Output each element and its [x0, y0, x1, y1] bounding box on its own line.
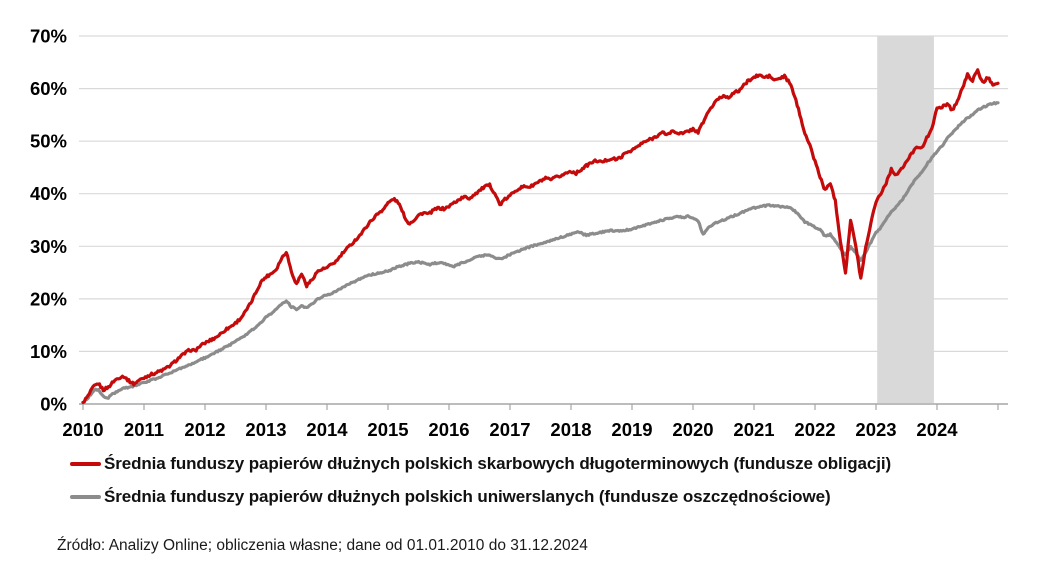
- svg-text:2010: 2010: [62, 419, 103, 440]
- legend: Średnia funduszy papierów dłużnych polsk…: [70, 454, 891, 507]
- svg-text:50%: 50%: [30, 131, 67, 152]
- svg-text:60%: 60%: [30, 78, 67, 99]
- svg-text:2023: 2023: [855, 419, 896, 440]
- y-axis-labels: 0% 10% 20% 30% 40% 50% 60% 70%: [30, 26, 67, 415]
- svg-text:2017: 2017: [489, 419, 530, 440]
- legend-label-universal-funds: Średnia funduszy papierów dłużnych polsk…: [104, 487, 831, 506]
- svg-text:70%: 70%: [30, 26, 67, 47]
- svg-text:2022: 2022: [794, 419, 835, 440]
- svg-text:2015: 2015: [367, 419, 408, 440]
- source-note: Źródło: Analizy Online; obliczenia własn…: [57, 537, 588, 554]
- gray-line-swatch-icon: [70, 495, 101, 499]
- legend-label-bond-funds: Średnia funduszy papierów dłużnych polsk…: [104, 454, 892, 473]
- plot-area: 0%10%20%30%40%50%60%70%2010 2011 2012 2013 2…: [30, 26, 1008, 440]
- legend-item-universal-funds: Średnia funduszy papierów dłużnych polsk…: [70, 487, 891, 507]
- svg-text:2021: 2021: [733, 419, 774, 440]
- svg-text:2013: 2013: [245, 419, 286, 440]
- svg-text:2014: 2014: [306, 419, 348, 440]
- svg-text:2020: 2020: [672, 419, 713, 440]
- svg-text:40%: 40%: [30, 183, 67, 204]
- svg-text:20%: 20%: [30, 288, 67, 309]
- series-line-bond-funds: [81, 68, 1000, 404]
- svg-text:2019: 2019: [611, 419, 652, 440]
- legend-item-bond-funds: Średnia funduszy papierów dłużnych polsk…: [70, 454, 891, 474]
- x-axis: [79, 403, 1008, 410]
- red-line-swatch-icon: [70, 462, 101, 466]
- svg-text:10%: 10%: [30, 341, 67, 362]
- svg-text:0%: 0%: [40, 394, 67, 415]
- svg-text:2016: 2016: [428, 419, 469, 440]
- svg-text:30%: 30%: [30, 236, 67, 257]
- svg-text:2011: 2011: [124, 419, 164, 440]
- svg-text:2012: 2012: [184, 419, 225, 440]
- svg-text:2024: 2024: [916, 419, 958, 440]
- gridlines: [79, 35, 1008, 352]
- x-axis-labels: 2010 2011 2012 2013 2014 2015 2016 2017 2018 2019…: [62, 419, 958, 440]
- svg-text:2018: 2018: [550, 419, 591, 440]
- series-line-universal-funds: [81, 101, 1000, 404]
